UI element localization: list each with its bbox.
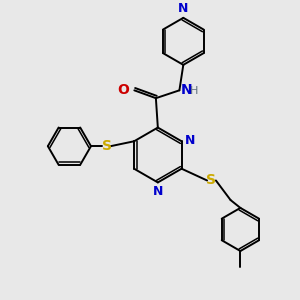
Text: N: N [180,83,192,97]
Text: O: O [118,83,129,97]
Text: N: N [178,2,188,15]
Text: N: N [153,185,163,198]
Text: S: S [206,173,216,188]
Text: N: N [184,134,195,147]
Text: H: H [190,86,199,96]
Text: S: S [102,139,112,153]
